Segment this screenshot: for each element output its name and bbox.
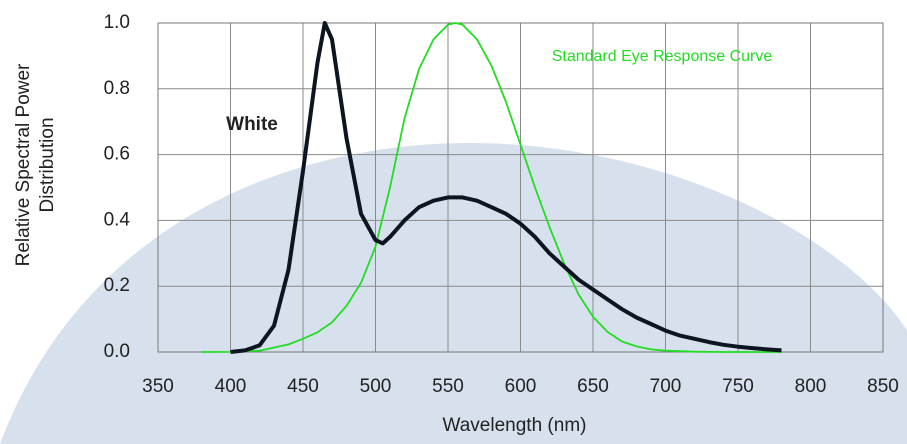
x-axis-label: Wavelength (nm) [443, 415, 587, 436]
y-tick-label: 0.0 [104, 341, 130, 362]
x-tick-label: 450 [287, 376, 319, 397]
x-tick-label: 700 [650, 376, 682, 397]
series-label: Standard Eye Response Curve [552, 48, 773, 65]
series-line [230, 21, 782, 354]
y-axis-label: Distribution [37, 117, 58, 212]
y-tick-label: 0.4 [104, 209, 131, 230]
x-tick-label: 350 [142, 376, 174, 397]
y-tick-label: 0.8 [104, 78, 130, 99]
series-line [201, 22, 782, 353]
series-label: White [226, 114, 278, 135]
x-tick-label: 650 [577, 376, 609, 397]
x-tick-label: 850 [867, 376, 899, 397]
y-axis-label: Relative Spectral Power [13, 63, 34, 266]
x-tick-label: 500 [360, 376, 392, 397]
y-tick-label: 0.6 [104, 144, 130, 165]
plot-frame [157, 22, 884, 353]
x-tick-label: 750 [722, 376, 754, 397]
y-tick-label: 1.0 [104, 12, 130, 33]
background-arc [0, 143, 907, 444]
y-tick-label: 0.2 [104, 275, 130, 296]
x-tick-label: 800 [795, 376, 827, 397]
x-tick-label: 600 [505, 376, 537, 397]
x-tick-label: 550 [432, 376, 464, 397]
x-tick-label: 400 [215, 376, 247, 397]
